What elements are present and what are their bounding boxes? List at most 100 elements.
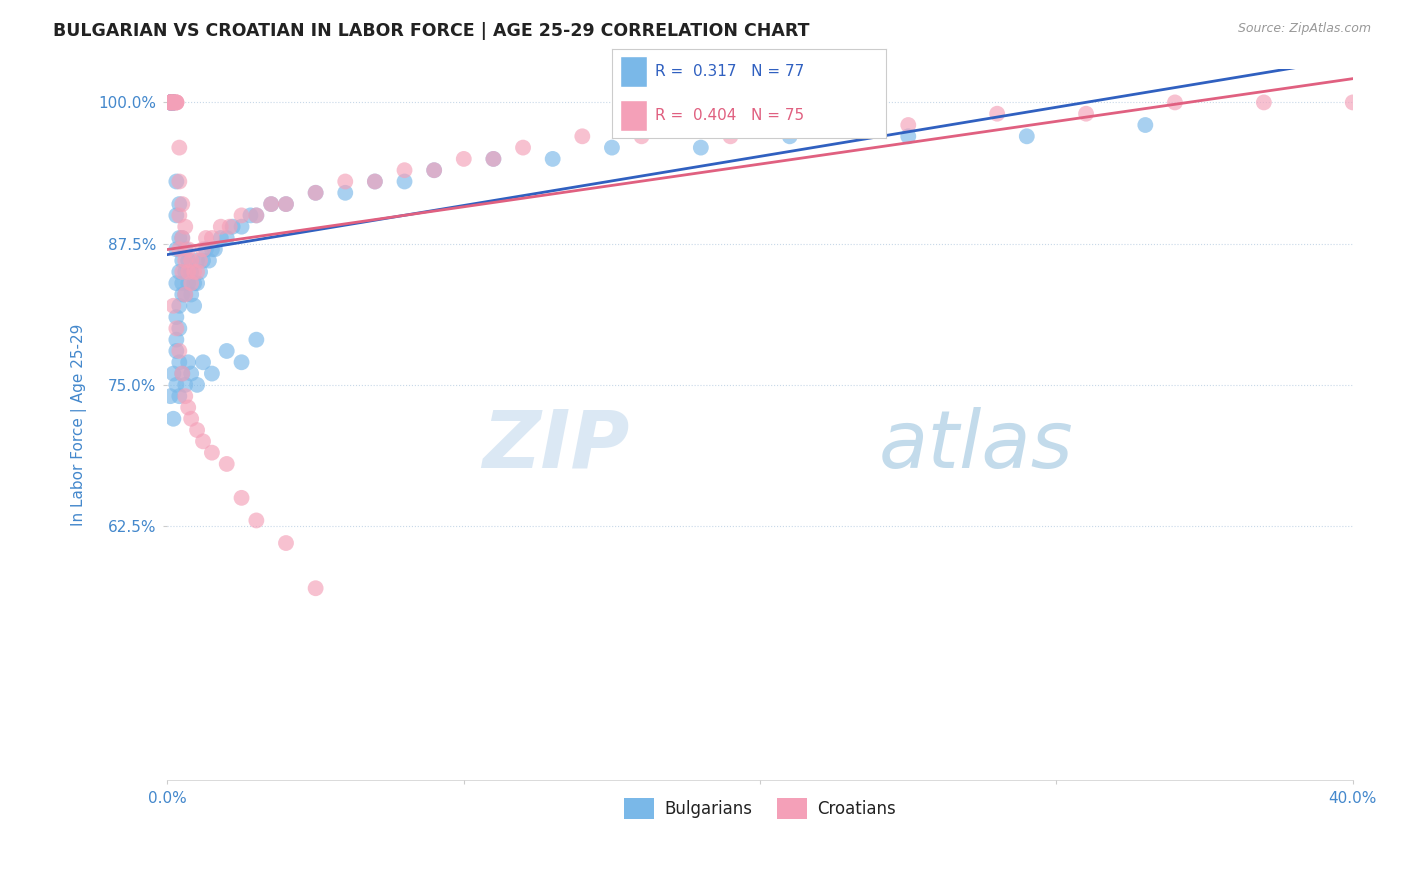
Point	[218, 219, 240, 234]
Point	[165, 95, 187, 110]
Point	[177, 265, 200, 279]
Point	[172, 287, 194, 301]
Point	[541, 152, 564, 166]
Point	[169, 299, 191, 313]
Point	[174, 287, 197, 301]
Point	[165, 242, 187, 256]
Point	[186, 265, 208, 279]
Point	[215, 343, 238, 358]
Point	[165, 333, 187, 347]
Point	[180, 276, 202, 290]
Point	[162, 95, 184, 110]
Point	[159, 95, 181, 110]
Point	[689, 140, 711, 154]
Point	[165, 276, 187, 290]
Point	[335, 186, 357, 200]
Point	[169, 343, 191, 358]
Point	[808, 118, 831, 132]
Point	[1135, 118, 1157, 132]
Point	[209, 219, 232, 234]
Point	[162, 95, 184, 110]
Point	[231, 491, 253, 505]
Point	[274, 536, 297, 550]
Point	[174, 253, 197, 268]
Point	[364, 174, 387, 188]
Point	[169, 231, 191, 245]
Point	[482, 152, 505, 166]
Point	[162, 95, 184, 110]
Point	[180, 367, 202, 381]
Point	[177, 401, 200, 415]
Point	[177, 355, 200, 369]
Point	[897, 129, 920, 144]
Point	[260, 197, 283, 211]
Point	[159, 95, 181, 110]
Point	[159, 95, 181, 110]
Point	[188, 265, 211, 279]
Point	[274, 197, 297, 211]
Point	[162, 411, 184, 425]
Point	[162, 95, 184, 110]
Point	[364, 174, 387, 188]
Point	[1164, 95, 1187, 110]
Point	[172, 253, 194, 268]
Point	[571, 129, 593, 144]
Point	[172, 367, 194, 381]
Point	[159, 95, 181, 110]
Point	[423, 163, 446, 178]
Point	[162, 95, 184, 110]
Point	[245, 208, 267, 222]
Point	[162, 95, 184, 110]
Point	[1341, 95, 1364, 110]
Point	[201, 231, 224, 245]
Point	[245, 333, 267, 347]
Point	[188, 253, 211, 268]
Point	[159, 95, 181, 110]
Point	[201, 367, 224, 381]
Text: atlas: atlas	[879, 407, 1073, 484]
Point	[186, 423, 208, 437]
Point	[191, 355, 214, 369]
Point	[177, 242, 200, 256]
Point	[186, 276, 208, 290]
Point	[169, 389, 191, 403]
Point	[304, 581, 326, 595]
Point	[162, 95, 184, 110]
Point	[159, 95, 181, 110]
Point	[169, 242, 191, 256]
Point	[169, 140, 191, 154]
Point	[183, 265, 205, 279]
Point	[165, 343, 187, 358]
Point	[169, 265, 191, 279]
Point	[172, 197, 194, 211]
Point	[174, 389, 197, 403]
Point	[165, 95, 187, 110]
Point	[174, 265, 197, 279]
Point	[162, 95, 184, 110]
Point	[482, 152, 505, 166]
Point	[221, 219, 243, 234]
Text: ZIP: ZIP	[482, 407, 630, 484]
Point	[209, 231, 232, 245]
Point	[165, 95, 187, 110]
Point	[201, 445, 224, 459]
Point	[165, 208, 187, 222]
Point	[159, 95, 181, 110]
Point	[169, 208, 191, 222]
Point	[159, 95, 181, 110]
Point	[453, 152, 475, 166]
Text: R =  0.317   N = 77: R = 0.317 N = 77	[655, 64, 804, 79]
Point	[180, 265, 202, 279]
Point	[159, 389, 181, 403]
Point	[512, 140, 534, 154]
Point	[172, 276, 194, 290]
Point	[172, 367, 194, 381]
Point	[165, 174, 187, 188]
Point	[394, 163, 416, 178]
Point	[183, 276, 205, 290]
Point	[174, 219, 197, 234]
Point	[231, 208, 253, 222]
Point	[394, 174, 416, 188]
Point	[159, 95, 181, 110]
Point	[191, 253, 214, 268]
